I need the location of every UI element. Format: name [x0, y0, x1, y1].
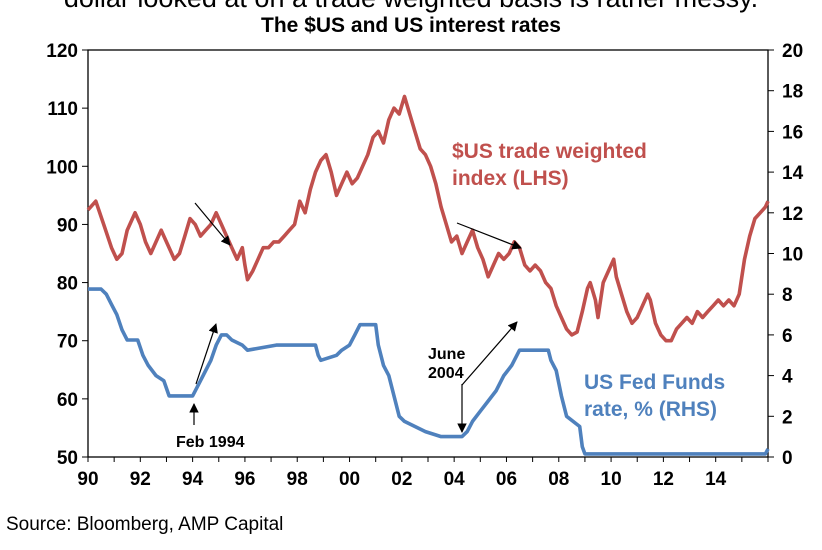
series-label-line: index (LHS) — [452, 167, 569, 190]
y-right-tick-label: 10 — [782, 245, 803, 266]
usd-twi-label: $US trade weighted index (LHS) — [452, 140, 647, 190]
x-tick-label: 04 — [444, 469, 466, 490]
trend-arrow — [195, 323, 218, 385]
y-right-tick-label: 18 — [782, 82, 803, 103]
trend-arrow — [456, 222, 522, 250]
y-right-tick-label: 2 — [782, 407, 793, 428]
annotation-line: June — [428, 346, 465, 363]
trend-arrow — [461, 321, 518, 386]
y-right-tick-label: 20 — [782, 41, 803, 62]
y-right-tick-label: 0 — [782, 448, 793, 469]
series-lines — [86, 94, 770, 456]
x-tick-label: 02 — [391, 469, 412, 490]
y-left-tick-label: 80 — [57, 274, 78, 295]
y-left-tick-label: 60 — [57, 390, 78, 411]
y-right-tick-label: 8 — [782, 285, 793, 306]
x-tick-label: 12 — [653, 469, 674, 490]
annotation-june-2004: June 2004 — [428, 346, 465, 382]
series-label-line: rate, % (RHS) — [584, 398, 717, 421]
axes — [82, 49, 774, 462]
fed-funds-line — [88, 287, 770, 456]
source-note: Source: Bloomberg, AMP Capital — [6, 514, 284, 535]
x-tick-label: 06 — [496, 469, 517, 490]
series-label-line: US Fed Funds — [584, 371, 725, 394]
x-tick-label: 14 — [705, 469, 727, 490]
y-right-tick-label: 14 — [782, 163, 804, 184]
x-tick-label: 90 — [77, 469, 98, 490]
x-tick-label: 08 — [548, 469, 569, 490]
y-right-tick-label: 12 — [782, 204, 803, 225]
y-left-tick-label: 110 — [47, 99, 78, 120]
y-right-tick-label: 6 — [782, 326, 793, 347]
annotation-line: Feb 1994 — [176, 434, 245, 451]
y-left-tick-label: 70 — [57, 332, 78, 353]
header-cut-text: dollar looked at on a trade weighted bas… — [0, 0, 822, 14]
x-tick-label: 98 — [287, 469, 308, 490]
x-tick-label: 94 — [182, 469, 204, 490]
x-tick-label: 92 — [130, 469, 151, 490]
trend-arrows — [189, 202, 522, 433]
trend-arrow — [194, 202, 231, 246]
x-tick-label: 96 — [234, 469, 255, 490]
x-tick-label: 00 — [339, 469, 360, 490]
y-left-tick-label: 120 — [46, 41, 78, 62]
usd-twi-line — [86, 94, 770, 343]
annotation-line: 2004 — [428, 365, 464, 382]
fed-funds-label: US Fed Funds rate, % (RHS) — [584, 371, 725, 421]
y-left-tick-label: 100 — [46, 157, 78, 178]
y-right-tick-label: 4 — [782, 367, 793, 388]
series-label-line: $US trade weighted — [452, 140, 647, 163]
y-left-tick-label: 50 — [57, 448, 78, 469]
y-right-tick-label: 16 — [782, 122, 803, 143]
annotations: Feb 1994 June 2004 — [176, 346, 465, 451]
chart-title: The $US and US interest rates — [261, 14, 561, 37]
series-labels: $US trade weighted index (LHS) US Fed Fund… — [452, 140, 725, 421]
x-tick-label: 10 — [601, 469, 622, 490]
y-left-tick-label: 90 — [57, 215, 78, 236]
annotation-feb-1994: Feb 1994 — [176, 434, 245, 451]
